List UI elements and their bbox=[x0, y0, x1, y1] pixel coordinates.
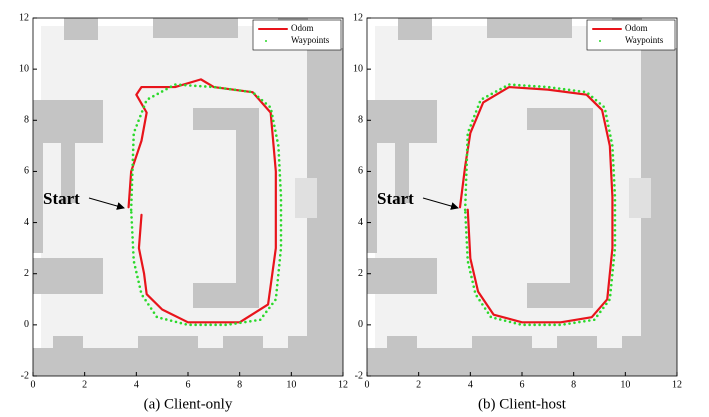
y-tick-label: 8 bbox=[24, 115, 29, 126]
caption: (b) Client-host bbox=[478, 396, 567, 412]
y-tick-label: 10 bbox=[353, 63, 363, 74]
y-tick-label: 6 bbox=[358, 166, 363, 177]
legend-label: Odom bbox=[625, 23, 648, 33]
x-tick-label: 4 bbox=[134, 379, 139, 390]
x-tick-label: 4 bbox=[468, 379, 473, 390]
y-tick-label: 2 bbox=[358, 268, 363, 279]
x-tick-label: 2 bbox=[82, 379, 87, 390]
x-tick-label: 10 bbox=[620, 379, 630, 390]
x-tick-label: 0 bbox=[365, 379, 370, 390]
figure: 024681012-2024681012OdomWaypointsStart(a… bbox=[0, 0, 709, 417]
y-tick-label: 4 bbox=[358, 217, 363, 228]
y-tick-label: 2 bbox=[24, 268, 29, 279]
y-tick-label: 0 bbox=[24, 319, 29, 330]
y-tick-label: 4 bbox=[24, 217, 29, 228]
y-tick-label: 12 bbox=[19, 12, 29, 23]
y-tick-label: 12 bbox=[353, 12, 363, 23]
annotation: Start bbox=[43, 189, 80, 208]
annotation: Start bbox=[377, 189, 414, 208]
x-tick-label: 6 bbox=[186, 379, 191, 390]
y-tick-label: 0 bbox=[358, 319, 363, 330]
x-tick-label: 12 bbox=[672, 379, 682, 390]
legend-label: Waypoints bbox=[291, 35, 330, 45]
x-tick-label: 2 bbox=[416, 379, 421, 390]
y-tick-label: 10 bbox=[19, 63, 29, 74]
legend-label: Waypoints bbox=[625, 35, 664, 45]
x-tick-label: 10 bbox=[286, 379, 296, 390]
x-tick-label: 6 bbox=[520, 379, 525, 390]
caption: (a) Client-only bbox=[144, 396, 233, 412]
x-tick-label: 0 bbox=[31, 379, 36, 390]
y-tick-label: 6 bbox=[24, 166, 29, 177]
x-tick-label: 8 bbox=[237, 379, 242, 390]
y-tick-label: -2 bbox=[21, 370, 29, 381]
x-tick-label: 12 bbox=[338, 379, 348, 390]
legend-label: Odom bbox=[291, 23, 314, 33]
y-tick-label: 8 bbox=[358, 115, 363, 126]
y-tick-label: -2 bbox=[355, 370, 363, 381]
x-tick-label: 8 bbox=[571, 379, 576, 390]
